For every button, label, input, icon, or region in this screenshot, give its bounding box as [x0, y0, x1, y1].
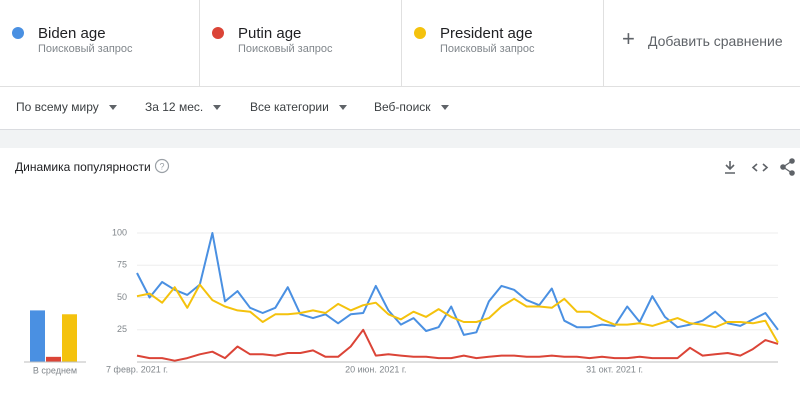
lines: [136, 232, 779, 362]
x-tick-label: 31 окт. 2021 г.: [586, 364, 643, 374]
filter-dropdown[interactable]: Веб-поиск: [374, 100, 449, 114]
term-card[interactable]: Biden age Поисковый запрос: [0, 0, 200, 86]
term-subtitle: Поисковый запрос: [440, 43, 535, 55]
term-dot: [414, 27, 426, 39]
term-subtitle: Поисковый запрос: [38, 43, 133, 55]
term-name: Biden age: [38, 25, 106, 42]
grid: 25 50 75 100 7 февр. 2021 г. 20 июн. 2021 г. 3…: [106, 227, 778, 374]
average-bar: [62, 314, 77, 362]
filter-dropdown[interactable]: По всему миру: [16, 100, 117, 114]
series-line: [136, 232, 779, 336]
plus-icon: +: [622, 26, 635, 51]
add-comparison-label: Добавить сравнение: [648, 33, 783, 49]
divider: [0, 86, 800, 87]
help-icon-mark: ?: [159, 161, 164, 171]
share-icon[interactable]: [780, 158, 795, 176]
series-line: [136, 328, 779, 362]
y-tick-label: 25: [117, 324, 127, 334]
term-name: Putin age: [238, 25, 302, 42]
filter-dropdown[interactable]: За 12 мес.: [145, 100, 221, 114]
download-icon[interactable]: [725, 161, 735, 174]
y-tick-label: 100: [112, 227, 127, 237]
y-tick-label: 75: [117, 260, 127, 270]
term-card[interactable]: Putin age Поисковый запрос: [200, 0, 402, 86]
embed-icon[interactable]: [751, 163, 769, 172]
filter-dropdown[interactable]: Все категории: [250, 100, 347, 114]
term-subtitle: Поисковый запрос: [238, 43, 333, 55]
term-name: President age: [440, 25, 533, 42]
average-bar: [30, 310, 45, 362]
x-tick-label: 7 февр. 2021 г.: [106, 364, 168, 374]
term-dot: [212, 27, 224, 39]
series-line: [136, 283, 779, 344]
average-chart: В среднем: [24, 310, 86, 375]
term-card[interactable]: President age Поисковый запрос: [402, 0, 604, 86]
section-title: Динамика популярности: [15, 160, 151, 174]
y-tick-label: 50: [117, 292, 127, 302]
separator-band: [0, 129, 800, 148]
help-icon[interactable]: [154, 158, 170, 174]
average-label: В среднем: [33, 365, 77, 375]
term-dot: [12, 27, 24, 39]
x-tick-label: 20 июн. 2021 г.: [345, 364, 406, 374]
add-comparison[interactable]: + Добавить сравнение: [604, 0, 800, 86]
average-bar: [46, 356, 61, 362]
